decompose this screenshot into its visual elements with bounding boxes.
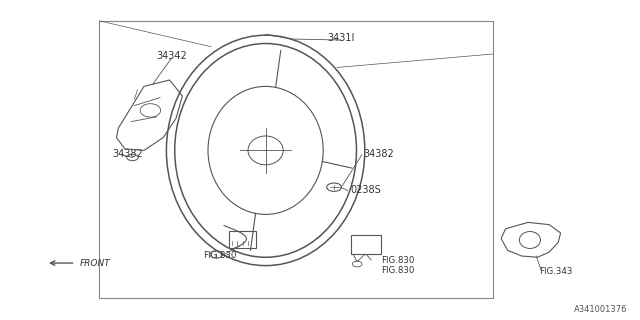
Text: 34342: 34342 [156, 51, 187, 61]
Text: A341001376: A341001376 [573, 305, 627, 314]
Bar [229, 231, 256, 248]
Text: 3431I: 3431I [328, 33, 355, 44]
Bar [351, 235, 381, 254]
Text: 34382: 34382 [112, 149, 143, 159]
Text: FIG.343: FIG.343 [539, 267, 572, 276]
Bar [99, 21, 493, 298]
Text: 34382: 34382 [363, 149, 394, 159]
Text: FIG.830: FIG.830 [204, 252, 237, 260]
Text: FIG.830: FIG.830 [381, 256, 414, 265]
Text: FRONT: FRONT [80, 259, 111, 268]
Text: 0238S: 0238S [351, 185, 381, 195]
Text: FIG.830: FIG.830 [381, 266, 414, 275]
